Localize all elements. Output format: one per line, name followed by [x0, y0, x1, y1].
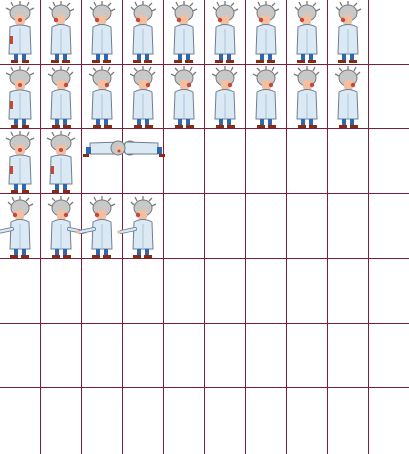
sprite-frame-walk-left: [48, 0, 75, 64]
sprite-frame-point: [117, 196, 156, 258]
sprite-frame-idle: [46, 130, 76, 194]
sprite-frame-walk-right: [48, 66, 73, 128]
sprite-frame-walk-right: [335, 66, 360, 128]
sprite-frame-walk-left: [89, 0, 116, 64]
sprite-frame-walk-right: [212, 66, 237, 128]
sprite-frame-point: [76, 196, 115, 258]
sprite-frame-walk-right: [171, 66, 196, 128]
sprite-frame-walk-right: [89, 66, 114, 128]
sprite-frames: [0, 0, 362, 258]
sprite-frame-walk-right: [130, 66, 155, 128]
sprite-frame-walk-right: [294, 66, 319, 128]
sprite-frame-walk-right: [5, 65, 35, 129]
sprite-frame-walk-left: [335, 0, 362, 64]
sprite-frame-walk-left: [130, 0, 157, 64]
sprite-frame-point: [48, 196, 87, 258]
sprite-frame-walk-left: [212, 0, 239, 64]
sprite-frame-walk-right: [253, 66, 278, 128]
sprite-frame-lying: [110, 140, 166, 158]
sprite-frame-walk-left: [253, 0, 280, 64]
sprite-frame-walk-left: [5, 0, 35, 64]
sprite-frame-point: [0, 196, 33, 258]
sprite-frame-idle: [5, 130, 35, 194]
sprite-frame-walk-left: [171, 0, 198, 64]
sprite-frame-walk-left: [294, 0, 321, 64]
